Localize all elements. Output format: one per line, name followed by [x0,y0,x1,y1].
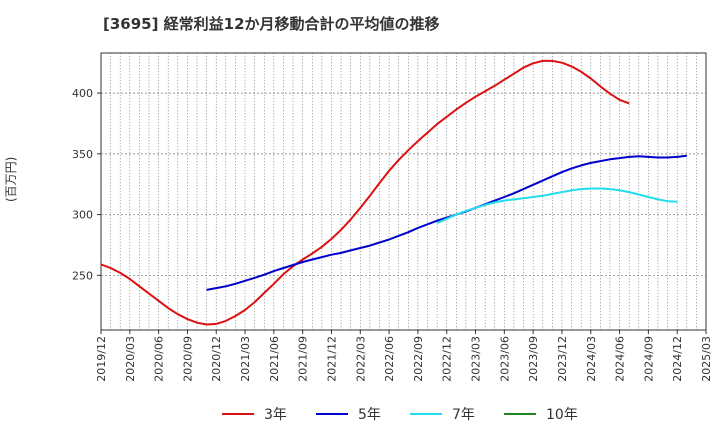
plot-area-border [100,52,707,331]
x-tick-label: 2020/06 [153,336,166,382]
x-tick-label: 2024/03 [585,336,598,382]
x-tick-label: 2022/06 [383,336,396,382]
x-tick-label: 2022/12 [441,336,454,382]
x-tick-label: 2020/03 [124,336,137,382]
x-tick-label: 2024/12 [671,336,684,382]
y-axis-ticks: 250 300 350 400 [72,87,101,282]
x-tick-label: 2020/12 [210,336,223,382]
x-tick-label: 2024/06 [614,336,627,382]
y-tick-label: 400 [72,87,93,100]
series-line-7年 [436,187,678,225]
x-tick-label: 2023/09 [527,336,540,382]
x-tick-label: 2021/06 [268,336,281,382]
y-tick-label: 300 [72,209,93,222]
x-tick-label: 2022/03 [354,336,367,382]
x-axis-ticks: 2019/12 2020/03 2020/06 2020/09 2020/12 2021/… [95,330,713,382]
y-tick-label: 350 [72,148,93,161]
series-line-3年 [100,59,630,326]
legend-label: 7年 [452,407,475,423]
x-tick-label: 2021/09 [297,336,310,382]
x-tick-label: 2019/12 [95,336,108,382]
legend-label: 3年 [264,407,287,423]
grid-lines [101,53,706,330]
x-tick-label: 2021/12 [325,336,338,382]
chart-title: [3695] 経常利益12か月移動合計の平均値の推移 [103,15,440,33]
legend-label: 10年 [546,407,578,423]
x-tick-label: 2021/03 [239,336,252,382]
x-tick-label: 2022/09 [412,336,425,382]
x-tick-label: 2020/09 [181,336,194,382]
legend: 3年 5年 7年 10年 [222,407,578,423]
x-tick-label: 2025/03 [700,336,713,382]
legend-label: 5年 [358,407,381,423]
series-lines [100,59,687,326]
x-tick-label: 2024/09 [642,336,655,382]
x-tick-label: 2023/12 [556,336,569,382]
x-tick-label: 2023/03 [470,336,483,382]
x-tick-label: 2023/06 [498,336,511,382]
y-tick-label: 250 [72,269,93,282]
series-line-5年 [206,154,687,291]
